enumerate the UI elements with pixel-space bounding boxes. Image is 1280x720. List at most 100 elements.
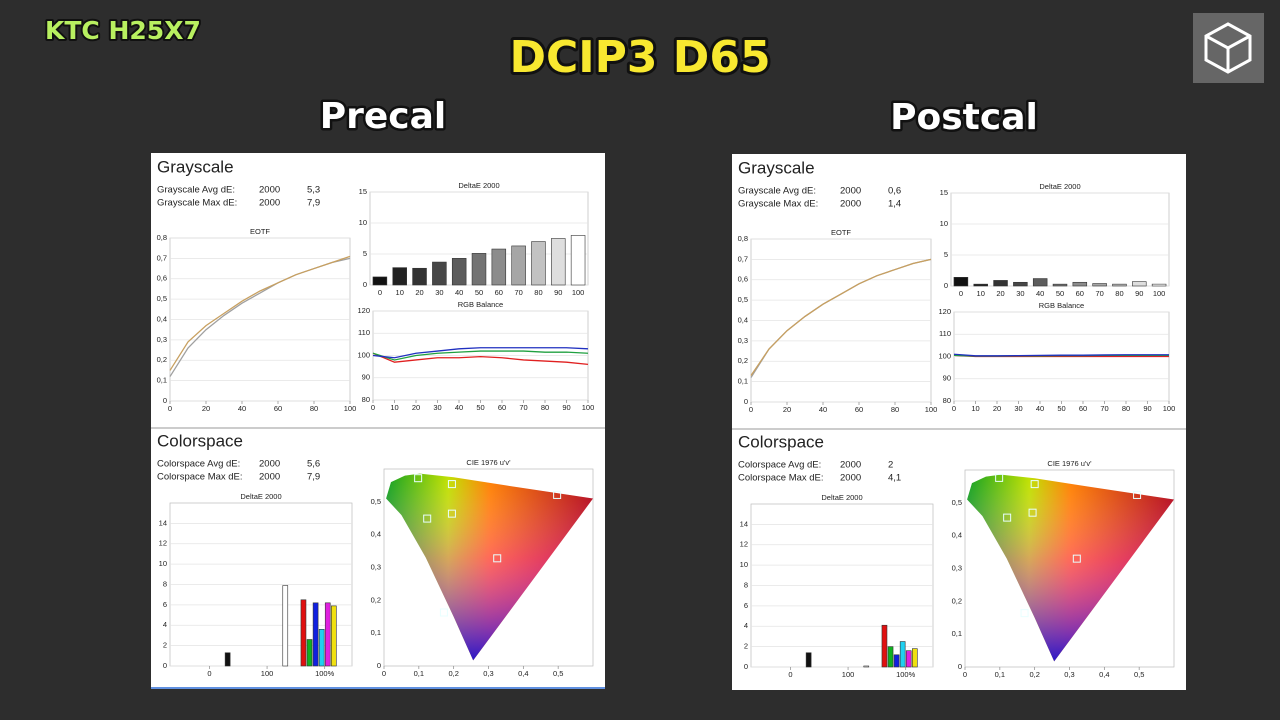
bar — [412, 267, 427, 286]
y-tick-label: 0,1 — [157, 376, 167, 385]
x-tick-label: 20 — [783, 405, 791, 414]
stat-text: 5,3 — [307, 185, 320, 196]
bar — [1052, 283, 1068, 287]
y-tick-label: 0 — [944, 281, 948, 290]
y-tick-label: 90 — [943, 374, 951, 383]
x-tick-label: 0 — [168, 404, 172, 413]
x-tick-label: 100 — [1153, 289, 1166, 298]
x-tick-label: 70 — [1100, 404, 1108, 413]
bar — [905, 650, 912, 668]
section-heading: Colorspace — [157, 431, 243, 450]
stat-text: 0,6 — [888, 186, 901, 197]
y-tick-label: 12 — [740, 540, 748, 549]
y-tick-label: 0,5 — [952, 498, 962, 507]
x-tick-label: 90 — [554, 288, 562, 297]
x-tick-label: 0,1 — [995, 670, 1005, 679]
bar — [392, 267, 407, 286]
bar — [324, 602, 331, 667]
y-tick-label: 5 — [944, 250, 948, 259]
y-tick-label: 0,3 — [952, 563, 962, 572]
bar — [451, 258, 467, 286]
bar — [887, 646, 894, 668]
bar — [318, 629, 325, 667]
y-tick-label: 0,2 — [952, 596, 962, 605]
x-tick-label: 100 — [925, 405, 938, 414]
x-tick-label: 100 — [572, 288, 585, 297]
point — [553, 490, 562, 499]
gamut-shade — [386, 473, 593, 661]
y-tick-label: 0,7 — [738, 254, 748, 263]
x-tick-label: 0 — [959, 289, 963, 298]
y-tick-label: 0,5 — [157, 294, 167, 303]
x-tick-label: 0,2 — [1029, 670, 1039, 679]
bar — [993, 280, 1008, 287]
x-tick-label: 80 — [1122, 404, 1130, 413]
chart-title: CIE 1976 u'v' — [466, 458, 511, 467]
x-tick-label: 100% — [896, 670, 916, 679]
y-tick-label: 14 — [740, 519, 748, 528]
line — [953, 353, 1169, 357]
y-tick-label: 0 — [744, 662, 748, 671]
x-tick-label: 10 — [396, 288, 404, 297]
x-tick-label: 0,5 — [553, 669, 563, 678]
point — [1003, 513, 1012, 522]
line — [372, 350, 589, 361]
x-tick-label: 100 — [842, 670, 855, 679]
bar — [805, 652, 812, 668]
x-tick-label: 30 — [435, 288, 443, 297]
x-tick-label: 70 — [519, 403, 527, 412]
y-tick-label: 10 — [740, 560, 748, 569]
y-tick-label: 0,4 — [738, 315, 748, 324]
x-tick-label: 0,3 — [1064, 670, 1074, 679]
x-tick-label: 0 — [952, 404, 956, 413]
x-tick-label: 20 — [412, 403, 420, 412]
main-title: DCIP3 D65 — [509, 32, 770, 83]
chart-title: RGB Balance — [458, 300, 503, 309]
stat-text: Colorspace Max dE: — [157, 472, 243, 483]
x-tick-label: 40 — [455, 403, 463, 412]
y-tick-label: 0,4 — [157, 314, 167, 323]
stat-text: 2000 — [259, 459, 280, 470]
bar — [973, 283, 988, 287]
x-tick-label: 0 — [382, 669, 386, 678]
y-tick-label: 0 — [958, 662, 962, 671]
bar — [224, 652, 231, 667]
y-tick-label: 15 — [940, 188, 948, 197]
y-tick-label: 2 — [163, 641, 167, 650]
x-tick-label: 20 — [996, 289, 1004, 298]
chart-title: DeltaE 2000 — [1039, 182, 1080, 191]
x-tick-label: 10 — [977, 289, 985, 298]
x-tick-label: 0 — [378, 288, 382, 297]
y-tick-label: 0,3 — [157, 335, 167, 344]
stat-text: Grayscale Avg dE: — [738, 186, 816, 197]
chart-title: CIE 1976 u'v' — [1047, 459, 1092, 468]
bar — [306, 639, 313, 667]
x-tick-label: 40 — [238, 404, 246, 413]
chart-title: DeltaE 2000 — [821, 493, 862, 502]
x-tick-label: 30 — [1016, 289, 1024, 298]
x-tick-label: 50 — [475, 288, 483, 297]
x-tick-label: 60 — [498, 403, 506, 412]
bar — [893, 654, 900, 668]
line — [372, 352, 589, 366]
x-tick-label: 60 — [1079, 404, 1087, 413]
x-tick-label: 100 — [1163, 404, 1176, 413]
y-tick-label: 0,6 — [738, 275, 748, 284]
y-tick-label: 0 — [163, 661, 167, 670]
point — [447, 509, 456, 518]
line — [750, 258, 932, 376]
x-tick-label: 60 — [855, 405, 863, 414]
bar — [432, 261, 447, 286]
stat-text: 2 — [888, 460, 893, 471]
y-tick-label: 4 — [744, 621, 748, 630]
bar — [471, 253, 487, 286]
chart-title: DeltaE 2000 — [240, 492, 281, 501]
y-tick-label: 0,8 — [157, 233, 167, 242]
point — [1028, 508, 1037, 517]
y-tick-label: 0,1 — [371, 628, 381, 637]
y-tick-label: 0,4 — [952, 531, 962, 540]
y-tick-label: 0,5 — [738, 295, 748, 304]
x-tick-label: 0 — [788, 670, 792, 679]
chart-title: RGB Balance — [1039, 301, 1084, 310]
y-tick-label: 2 — [744, 642, 748, 651]
